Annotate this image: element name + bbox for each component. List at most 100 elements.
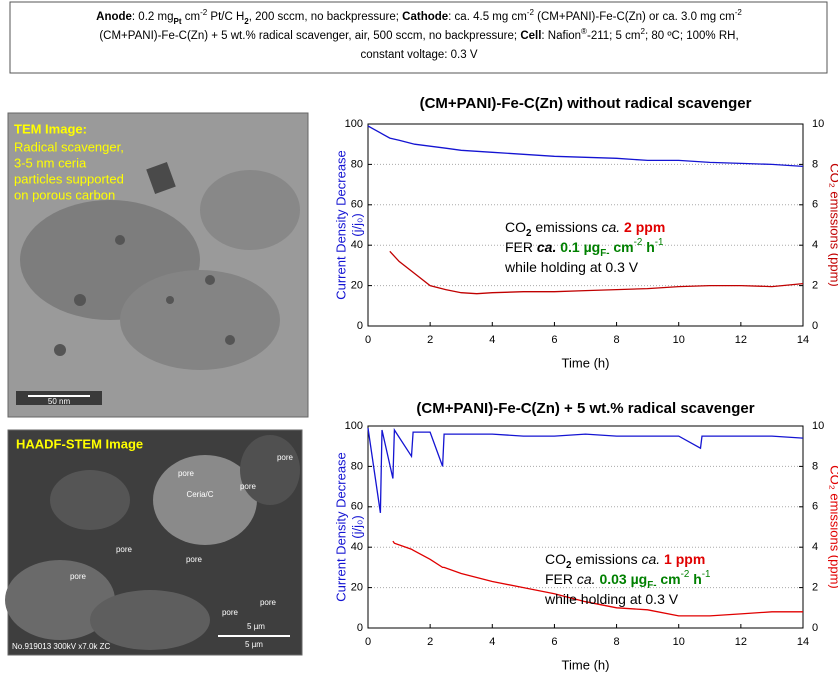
y2-tick-label: 6 [812,199,818,211]
text-segment: Anode [96,11,132,23]
plot-frame [367,425,804,629]
text-segment: Cathode [402,11,448,23]
x-tick-label: 2 [427,636,433,648]
annotation-line: CO2 emissions ca. 1 ppm [545,551,705,571]
text-segment: ® [581,27,587,36]
x-tick-label: 2 [427,334,433,346]
y2-axis-label: CO₂ emissions (ppm) [828,163,838,287]
text-segment: -1 [702,569,711,580]
text-segment: F- [647,580,656,591]
text-segment: (CM+PANI)-Fe-C(Zn) + 5 wt.% radical scav… [99,30,520,42]
x-tick-label: 10 [673,334,685,346]
tem-text: Radical scavenger, [14,139,124,154]
y2-tick-label: 4 [812,239,818,251]
series-line [367,125,804,168]
text-segment: CO [505,219,526,235]
x-tick-label: 14 [797,636,809,648]
text-segment: : 0.2 mg [132,11,174,23]
y2-tick-label: 0 [812,320,818,332]
y-tick-label: 0 [357,622,363,634]
text-segment: 2 [566,560,572,571]
x-tick-label: 0 [365,334,371,346]
text-segment: constant voltage: 0.3 V [361,49,478,61]
series-line [392,540,803,617]
text-segment: -1 [655,237,664,248]
y2-tick-label: 6 [812,501,818,513]
text-segment: -2 [634,237,643,248]
text-segment: -2 [527,8,535,17]
text-segment: FER [505,239,537,255]
x-tick-label: 6 [551,334,557,346]
text-segment: 2 [640,27,645,36]
y2-tick-label: 4 [812,541,818,553]
text-segment: -2 [735,8,743,17]
charts: (CM+PANI)-Fe-C(Zn) without radical scave… [333,95,838,672]
tem-text: on porous carbon [14,187,115,202]
text-segment: F- [600,248,609,259]
caption-box [9,1,828,74]
annotation-line: while holding at 0.3 V [504,259,639,275]
text-segment: (CM+PANI)-Fe-C(Zn) or ca. 3.0 mg cm [534,11,735,23]
y-axis-label: Current Density Decrease [333,452,348,602]
text-segment: ca. [601,219,620,235]
tem-text: 3-5 nm ceria [14,155,87,170]
text-segment: 0.1 µg [556,239,600,255]
y2-tick-label: 2 [812,582,818,594]
haadf-scale-bar: 5 µm [245,640,263,649]
annotation-line: FER ca. 0.03 µgF- cm-2 h-1 [545,569,711,591]
text-segment: -2 [200,8,208,17]
haadf-label: pore [260,598,277,607]
text-segment: 1 ppm [660,551,705,567]
tem-image [7,112,309,418]
y2-tick-label: 10 [812,118,824,130]
y2-tick-label: 0 [812,622,818,634]
haadf-image [5,429,303,656]
annotation-line: while holding at 0.3 V [544,591,679,607]
plot-frame [367,123,804,327]
text-segment: while holding at 0.3 V [544,591,679,607]
text-segment: 2 ppm [620,219,665,235]
x-tick-label: 12 [735,334,747,346]
x-tick-label: 6 [551,636,557,648]
y-tick-label: 20 [351,280,363,292]
text-segment: , 200 sccm, no backpressure; [249,11,402,23]
y-tick-label: 60 [351,199,363,211]
chart: (CM+PANI)-Fe-C(Zn) without radical scave… [333,95,838,370]
y2-axis-label: CO₂ emissions (ppm) [828,465,838,589]
haadf-label: pore [178,469,195,478]
y-axis-label: Current Density Decrease [333,150,348,300]
text-segment: emissions [571,551,641,567]
text-segment: ca. [641,551,660,567]
tem-scale: 50 nm [48,397,71,406]
y2-tick-label: 8 [812,158,818,170]
y-tick-label: 0 [357,320,363,332]
text-segment: Cell [520,30,541,42]
x-tick-label: 14 [797,334,809,346]
x-tick-label: 0 [365,636,371,648]
x-axis-label: Time (h) [562,355,610,370]
caption-line: Anode: 0.2 mgPt cm-2 Pt/C H2, 200 sccm, … [96,8,742,26]
series-line [389,250,804,295]
text-segment: : ca. 4.5 mg cm [448,11,527,23]
text-segment: 0.03 µg [596,571,648,587]
haadf-info: No.919013 300kV x7.0k ZC [12,642,111,651]
series-line [367,427,804,513]
y-tick-label: 100 [345,118,363,130]
text-segment: -2 [681,569,690,580]
y-tick-label: 40 [351,239,363,251]
haadf-scale: 5 µm [247,622,265,631]
haadf-label: pore [277,453,294,462]
haadf-label: Ceria/C [186,490,213,499]
chart: (CM+PANI)-Fe-C(Zn) + 5 wt.% radical scav… [333,400,838,672]
x-tick-label: 10 [673,636,685,648]
x-tick-label: 8 [614,334,620,346]
haadf-title: HAADF-STEM Image [16,436,143,451]
text-segment: Pt/C H [207,11,244,23]
text-segment: : Nafion [541,30,581,42]
y2-tick-label: 10 [812,420,824,432]
text-segment: while holding at 0.3 V [504,259,639,275]
text-segment: ca. [577,571,596,587]
text-segment: h [642,239,654,255]
text-segment: 2 [244,17,249,26]
